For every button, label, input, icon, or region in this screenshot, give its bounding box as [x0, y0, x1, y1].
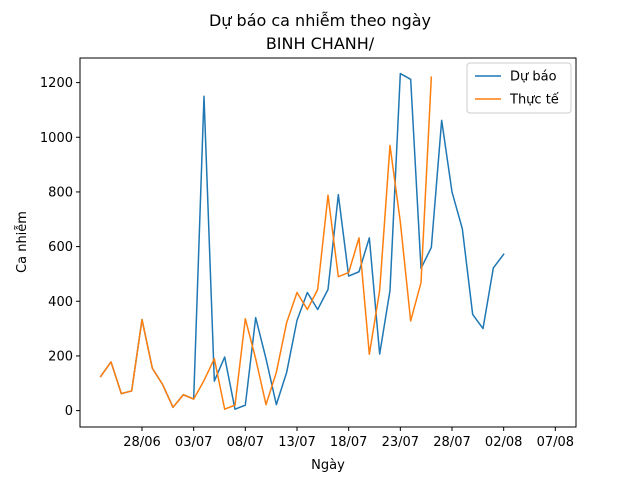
x-tick-label: 23/07 [382, 435, 419, 450]
legend-items: Dự báo Thực tế [475, 70, 559, 108]
x-tick-label: 28/07 [433, 435, 470, 450]
x-tick-label: 02/08 [485, 435, 522, 450]
axes-frame [79, 57, 577, 428]
y-tick-label: 800 [48, 185, 73, 200]
y-tick-label: 0 [65, 404, 73, 419]
y-tick-label: 1200 [40, 76, 73, 91]
x-tick-label: 08/07 [227, 435, 264, 450]
y-tick-label: 400 [48, 295, 73, 310]
plot-area: 28/06 03/07 08/07 13/07 18/07 23/07 28/07 02/08… [40, 57, 577, 450]
x-tick-label: 18/07 [330, 435, 367, 450]
chart-subtitle: BINH CHANH/ [266, 34, 375, 53]
x-tick-label: 07/08 [537, 435, 574, 450]
series-line-2 [99, 76, 433, 410]
legend-label-2: Thực tế [509, 93, 559, 108]
x-tick-label: 03/07 [175, 435, 212, 450]
legend: Dự báo Thực tế [466, 62, 572, 114]
y-axis: 0 200 400 600 800 1000 1200 [40, 76, 80, 419]
x-axis: 28/06 03/07 08/07 13/07 18/07 23/07 28/07 02/08… [123, 427, 574, 450]
chart-title: Dự báo ca nhiễm theo ngày [209, 11, 431, 30]
y-tick-label: 600 [48, 240, 73, 255]
y-tick-label: 200 [48, 349, 73, 364]
y-tick-label: 1000 [40, 131, 73, 146]
x-tick-label: 28/06 [123, 435, 160, 450]
y-axis-label: Ca nhiễm [15, 211, 30, 273]
x-tick-label: 13/07 [278, 435, 315, 450]
legend-label-1: Dự báo [510, 70, 557, 85]
x-axis-label: Ngày [311, 458, 345, 473]
series-layer [99, 72, 505, 410]
